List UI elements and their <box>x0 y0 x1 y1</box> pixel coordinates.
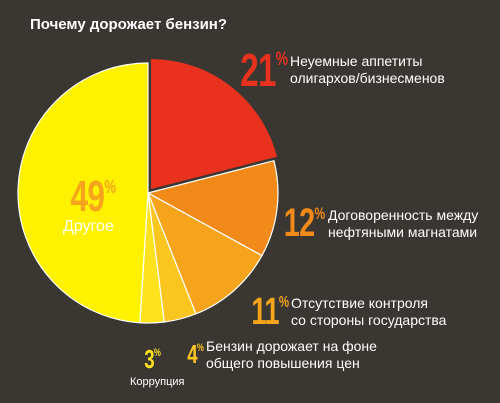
pie-slice-2 <box>146 191 263 315</box>
slice-label-5: Другое <box>63 218 114 235</box>
chart-title: Почему дорожает бензин? <box>30 16 228 33</box>
slice-percent-5: 49% <box>70 172 116 221</box>
slice-label-0: Неуемные аппетиты олигархов/бизнесменов <box>290 53 445 86</box>
slice-label-4: Коррупция <box>130 376 185 388</box>
slice-label-3: Бензин дорожает на фоне общего повышения… <box>206 338 377 371</box>
slice-percent-2: 11% <box>251 291 289 333</box>
slice-label-1: Договоренность между нефтяными магнатами <box>328 207 479 240</box>
slice-percent-1: 12% <box>283 201 324 245</box>
pie-slice-1 <box>146 159 279 257</box>
slice-percent-3: 4% <box>187 339 204 369</box>
pie-slice-5 <box>17 62 149 324</box>
slice-percent-4: 3% <box>144 344 161 374</box>
slice-label-2: Отсутствие контроля со стороны государст… <box>291 295 447 328</box>
slice-percent-0: 21% <box>239 44 288 96</box>
pie-slice-0 <box>151 59 277 190</box>
